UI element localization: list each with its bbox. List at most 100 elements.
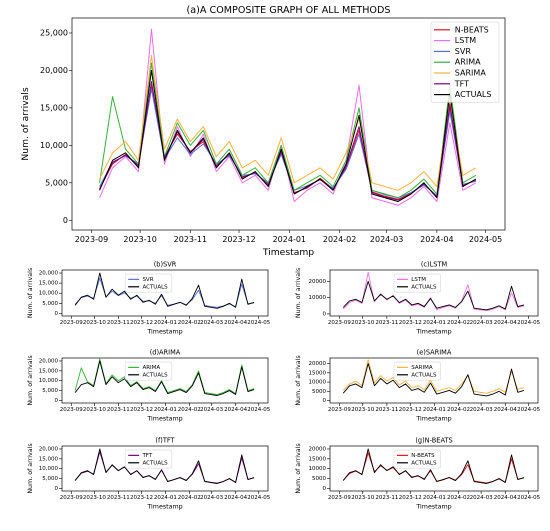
y-axis-label: Num. of arrivals (295, 268, 302, 318)
x-tick-label: 2024-02 (178, 495, 201, 501)
series-line (99, 62, 477, 199)
chart-title: (e)SARIMA (417, 349, 452, 357)
legend-label: ACTUALS (411, 460, 437, 466)
x-tick-label: 2024-04 (494, 407, 517, 413)
y-axis-label: Num. of arrivals (27, 443, 34, 493)
x-axis-label: Timestamp (415, 328, 451, 335)
y-tick-label: 10000 (309, 466, 327, 472)
legend-label: ACTUALS (411, 284, 437, 290)
y-tick-label: 20,000 (39, 446, 59, 452)
y-tick-label: 0 (55, 311, 59, 317)
x-axis-label: Timestamp (262, 247, 314, 258)
legend-label: SVR (142, 277, 153, 283)
x-tick-label: 2024-04 (224, 407, 247, 413)
x-tick-label: 2023-12 (130, 320, 153, 326)
x-axis-label: Timestamp (415, 503, 451, 510)
legend-box (124, 361, 173, 381)
legend-label: SARIMA (455, 69, 487, 78)
x-tick-label: 2023-11 (107, 407, 130, 413)
series-line (99, 69, 477, 203)
axes-frame (61, 269, 269, 317)
x-tick-label: 2024-03 (470, 407, 493, 413)
series-line (342, 359, 525, 394)
axes-frame (329, 357, 539, 404)
y-tick-label: 10000 (309, 380, 327, 386)
x-tick-label: 2023-10 (83, 407, 106, 413)
x-tick-label: 2023-12 (130, 407, 153, 413)
legend-label: N-BEATS (455, 25, 489, 34)
series-line (74, 360, 255, 396)
x-tick-label: 2023-11 (375, 407, 398, 413)
x-tick-label: 2023-12 (399, 495, 422, 501)
legend-label: ACTUALS (455, 90, 492, 99)
x-tick-label: 2023-11 (375, 495, 398, 501)
y-tick-label: 5,000 (42, 476, 58, 482)
y-tick-label: 10000 (309, 295, 327, 301)
y-tick-label: 15,000 (40, 103, 68, 112)
x-axis-label: Timestamp (415, 415, 451, 422)
x-tick-label: 2024-05 (517, 320, 540, 326)
y-tick-label: 0 (323, 398, 327, 404)
axes-frame (329, 269, 539, 317)
x-tick-label: 2023-09 (60, 495, 83, 501)
x-tick-label: 2023-12 (399, 407, 422, 413)
y-tick-label: 10,000 (39, 378, 59, 384)
legend-label: TFT (141, 453, 152, 459)
x-tick-label: 2024-04 (494, 495, 517, 501)
axes-frame (71, 17, 506, 231)
y-tick-label: 5,000 (42, 301, 58, 307)
x-tick-label: 2023-10 (351, 495, 374, 501)
legend-label: LSTM (411, 277, 426, 283)
x-tick-label: 2024-05 (517, 407, 540, 413)
x-tick-label: 2023-12 (130, 495, 153, 501)
x-tick-label: 2023-12 (222, 235, 255, 244)
chart-title: (a)A COMPOSITE GRAPH OF ALL METHODS (187, 5, 391, 16)
y-tick-label: 5,000 (42, 388, 58, 394)
y-tick-label: 20000 (309, 279, 327, 285)
x-tick-label: 2024-03 (200, 495, 223, 501)
y-tick-label: 20,000 (39, 271, 59, 277)
y-tick-label: 20,000 (40, 66, 68, 75)
x-tick-label: 2024-04 (224, 495, 247, 501)
y-tick-label: 25,000 (40, 28, 68, 37)
chart-title: (c)LSTM (421, 261, 448, 269)
x-tick-label: 2023-09 (328, 320, 351, 326)
y-tick-label: 20,000 (39, 358, 59, 364)
x-axis-label: Timestamp (146, 503, 182, 510)
series-line (74, 448, 255, 484)
x-tick-label: 2023-10 (351, 320, 374, 326)
series-line (99, 54, 477, 191)
x-tick-label: 2024-01 (154, 407, 177, 413)
x-tick-label: 2023-10 (83, 320, 106, 326)
x-tick-label: 2024-03 (470, 320, 493, 326)
legend-label: N-BEATS (411, 453, 435, 459)
x-tick-label: 2024-05 (247, 495, 270, 501)
x-tick-label: 2024-05 (469, 235, 502, 244)
x-tick-label: 2024-03 (200, 320, 223, 326)
x-tick-label: 2023-11 (375, 320, 398, 326)
legend-label: ACTUALS (142, 284, 168, 290)
y-tick-label: 15000 (309, 456, 327, 462)
x-tick-label: 2024-04 (420, 235, 453, 244)
x-tick-label: 2023-10 (351, 407, 374, 413)
axes-frame (329, 445, 539, 492)
x-tick-label: 2024-01 (154, 495, 177, 501)
x-tick-label: 2024-02 (447, 407, 470, 413)
y-axis-label: Num. of arrivals (27, 268, 34, 318)
y-tick-label: 5000 (312, 389, 326, 395)
y-axis-label: Num. of arrivals (27, 355, 34, 405)
x-tick-label: 2023-11 (107, 320, 130, 326)
chart-title: (d)ARIMA (150, 349, 181, 357)
x-tick-label: 2024-01 (423, 320, 446, 326)
y-tick-label: 0 (323, 486, 327, 492)
series-line (99, 28, 477, 206)
legend-label: ACTUALS (142, 460, 168, 466)
x-tick-label: 2023-10 (83, 495, 106, 501)
legend-label: ACTUALS (142, 372, 168, 378)
series-line (342, 363, 525, 397)
y-tick-label: 0 (55, 398, 59, 404)
y-tick-label: 5,000 (45, 178, 68, 187)
y-axis-label: Num. of arrivals (295, 355, 302, 405)
series-line (342, 448, 525, 484)
